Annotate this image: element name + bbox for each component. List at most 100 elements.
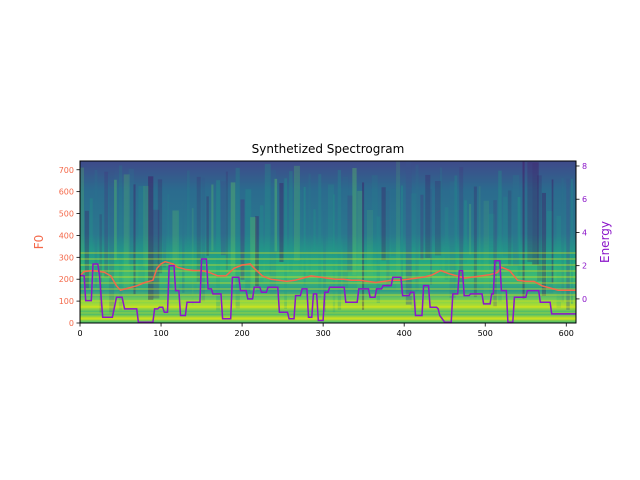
spectrogram-band [94, 169, 98, 287]
spectrogram-band [298, 189, 302, 272]
y-axis-left-label: F0 [32, 235, 46, 250]
spectrogram-band [371, 175, 378, 266]
spectrogram-band [396, 161, 401, 291]
spectrogram-band [362, 182, 365, 310]
y-right-tick-label: 2 [582, 262, 587, 271]
spectrogram-band [425, 174, 431, 259]
spectrogram-band [366, 209, 374, 279]
spectrogram-band [503, 196, 508, 257]
plot-frame [79, 160, 577, 324]
spectrogram-band [527, 162, 533, 262]
spectrogram-band [172, 210, 179, 289]
x-tick-label: 400 [397, 329, 412, 338]
y-left-tick-label: 200 [59, 275, 74, 284]
spectrogram-band [230, 182, 236, 286]
spectrogram-band [561, 177, 564, 302]
spectrogram-band [571, 178, 573, 304]
spectrogram-band [216, 180, 220, 311]
y-left-tick-label: 300 [59, 253, 74, 262]
y-right-tick-label: 0 [582, 295, 587, 304]
spectrogram-band [89, 198, 93, 256]
spectrogram-band [488, 213, 495, 265]
spectrogram-band [289, 171, 293, 273]
spectrogram-band [284, 178, 287, 309]
x-tick-label: 500 [478, 329, 493, 338]
spectrogram-band [454, 175, 458, 290]
spectrogram-band [148, 176, 154, 300]
spectrogram-band [318, 174, 322, 298]
spectrogram-band [225, 171, 228, 270]
spectrogram-band [109, 170, 115, 314]
spectrogram-band [337, 170, 342, 310]
spectrogram-band [128, 168, 134, 265]
spectrogram-band [177, 211, 180, 268]
spectrogram-band [434, 180, 442, 256]
spectrogram-band [84, 210, 89, 289]
spectrogram-band [259, 205, 264, 283]
spectrogram-band [347, 195, 353, 272]
spectrogram-band [235, 167, 240, 309]
spectrogram-band [308, 173, 311, 276]
spectrogram-band [478, 186, 481, 286]
spectrogram-band [80, 167, 85, 266]
y-left-tick-label: 500 [59, 210, 74, 219]
x-tick-label: 200 [234, 329, 249, 338]
y-left-tick-label: 0 [69, 319, 74, 328]
spectrogram-band [162, 202, 167, 268]
spectrogram-band [522, 161, 525, 299]
x-axis: 0 100 200 300 400 500 600 [77, 323, 574, 338]
spectrogram-band [400, 185, 403, 294]
spectrogram-band [269, 169, 277, 294]
spectrogram-band [444, 207, 449, 280]
spectrogram-band [245, 189, 252, 296]
spectrogram-band [303, 186, 306, 286]
y-right-tick-label: 8 [582, 162, 587, 171]
spectrogram-band [566, 178, 570, 310]
y-left-tick-label: 700 [59, 166, 74, 175]
plot-area [80, 161, 576, 323]
spectrogram-band [104, 171, 109, 278]
spectrogram-band [279, 183, 284, 263]
y-right-tick-label: 4 [582, 228, 587, 237]
y-axis-right-label: Energy [598, 221, 612, 263]
spectrogram-band [507, 190, 512, 266]
y-left-tick-label: 400 [59, 231, 74, 240]
spectrogram-band [459, 167, 464, 283]
spectrogram-band [430, 189, 433, 285]
spectrogram-band [123, 174, 130, 290]
spectrogram-band [415, 164, 419, 291]
x-tick-label: 100 [153, 329, 168, 338]
spectrogram-band [328, 184, 335, 256]
spectrogram-band [240, 199, 245, 280]
x-tick-label: 0 [77, 329, 82, 338]
spectrogram-band [133, 184, 136, 295]
y-axis-left: 0 100 200 300 400 500 600 700 [59, 166, 80, 328]
spectrogram-band [167, 194, 170, 279]
energy-series-line [80, 258, 576, 323]
spectrogram-band [201, 177, 205, 302]
spectrogram-band [342, 176, 349, 289]
spectrogram-band [118, 165, 123, 311]
spectrogram-band [264, 163, 271, 275]
spectrogram-band [469, 203, 472, 255]
x-tick-label: 600 [559, 329, 574, 338]
spectrogram-band [532, 162, 539, 265]
spectrogram-band [551, 179, 554, 283]
spectrogram-band [221, 181, 226, 256]
spectrogram-band [405, 161, 412, 305]
spectrogram-band [439, 167, 443, 272]
y-left-tick-label: 100 [59, 297, 74, 306]
y-axis-right: 0 2 4 6 8 [576, 162, 587, 304]
spectrogram-band [352, 168, 357, 276]
spectrogram-band [196, 176, 201, 282]
spectrogram-band [138, 185, 145, 283]
spectrogram-band [357, 190, 363, 290]
y-right-tick-label: 6 [582, 195, 587, 204]
y-left-tick-label: 600 [59, 188, 74, 197]
spectrogram-band [206, 196, 209, 256]
spectrogram-band [313, 209, 316, 252]
spectrogram-band [143, 185, 149, 268]
spectrogram-band [114, 179, 117, 261]
spectrogram-band [186, 170, 190, 253]
